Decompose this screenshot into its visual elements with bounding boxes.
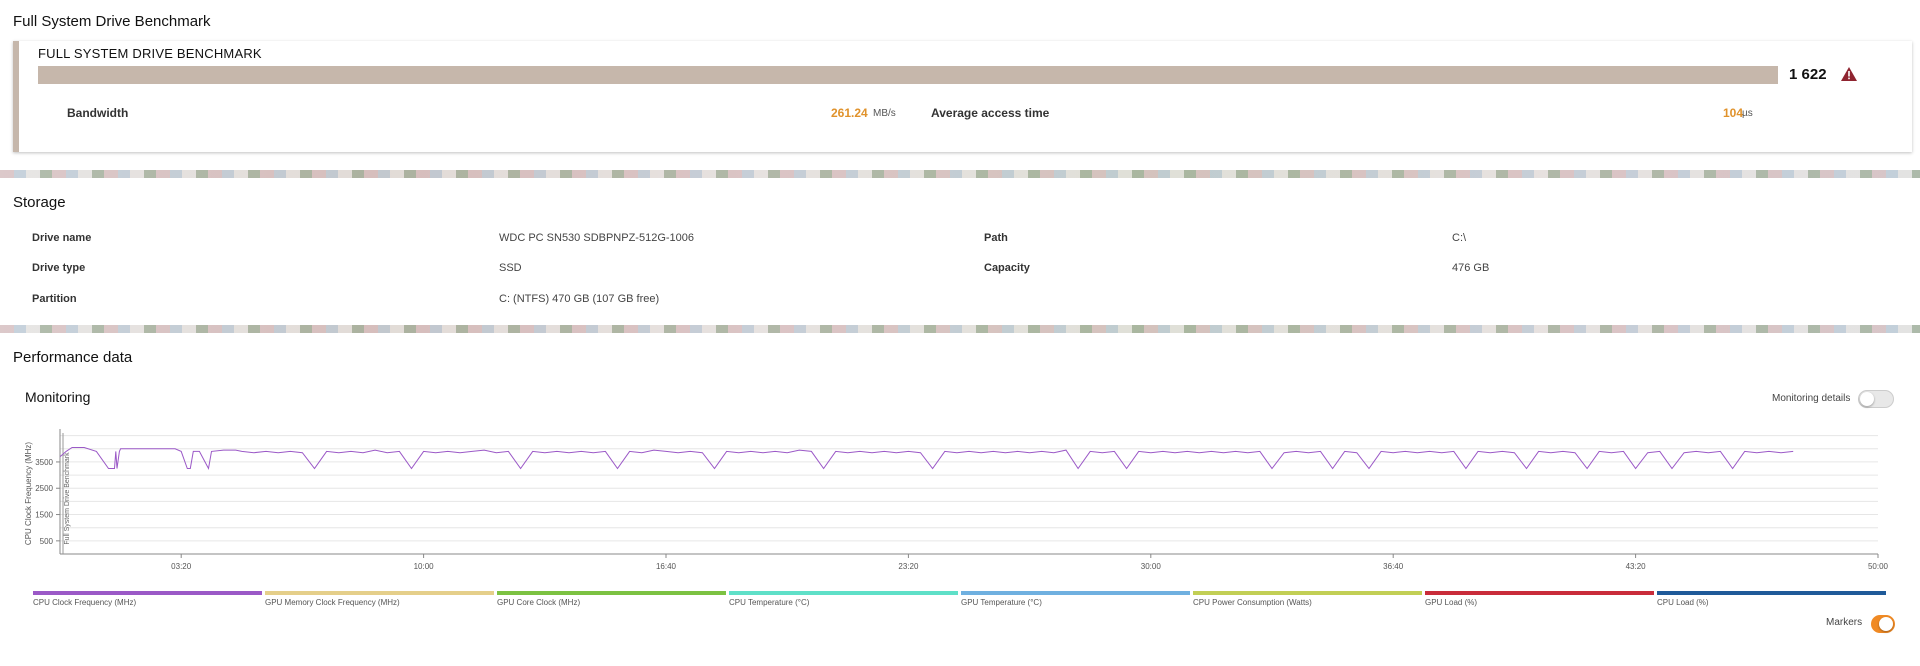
capacity-value: 476 GB xyxy=(1452,262,1490,274)
legend-item[interactable]: CPU Load (%) xyxy=(1657,591,1886,607)
x-tick-label: 23:20 xyxy=(898,562,919,571)
legend-color-bar xyxy=(265,591,494,595)
bandwidth-label: Bandwidth xyxy=(67,106,129,120)
legend-color-bar xyxy=(961,591,1190,595)
markers-label: Markers xyxy=(1826,617,1863,628)
legend-item[interactable]: GPU Load (%) xyxy=(1425,591,1654,607)
legend-label: CPU Power Consumption (Watts) xyxy=(1193,598,1312,607)
legend-label: CPU Load (%) xyxy=(1657,598,1709,607)
drive-name-value: WDC PC SN530 SDBPNPZ-512G-1006 xyxy=(499,232,695,244)
x-tick-label: 16:40 xyxy=(656,562,677,571)
section-title: Full System Drive Benchmark xyxy=(13,13,211,30)
legend-item[interactable]: CPU Clock Frequency (MHz) xyxy=(33,591,262,607)
drive-name-label: Drive name xyxy=(32,232,92,244)
drive-type-value: SSD xyxy=(499,262,522,274)
legend-label: CPU Clock Frequency (MHz) xyxy=(33,598,137,607)
toggle-knob xyxy=(1860,392,1874,406)
x-tick-label: 10:00 xyxy=(414,562,435,571)
bandwidth-unit: MB/s xyxy=(873,108,896,119)
legend-color-bar xyxy=(1193,591,1422,595)
legend-label: GPU Memory Clock Frequency (MHz) xyxy=(265,598,400,607)
path-value: C:\ xyxy=(1452,232,1467,244)
monitoring-details-label: Monitoring details xyxy=(1772,393,1851,404)
benchmark-marker-label: Full System Drive Benchmark xyxy=(64,452,71,545)
legend-label: GPU Core Clock (MHz) xyxy=(497,598,581,607)
path-label: Path xyxy=(984,232,1008,244)
section-title: Performance data xyxy=(13,349,133,366)
warning-triangle-icon[interactable] xyxy=(1841,67,1857,81)
y-axis-label: CPU Clock Frequency (MHz) xyxy=(24,442,33,545)
toggle-knob xyxy=(1879,617,1893,631)
y-tick-label: 500 xyxy=(40,537,54,546)
benchmark-section: Full System Drive Benchmark FULL SYSTEM … xyxy=(0,0,1920,170)
score-bar xyxy=(38,66,1778,84)
legend-item[interactable]: CPU Temperature (°C) xyxy=(729,591,958,607)
legend-color-bar xyxy=(1657,591,1886,595)
series-line-cpu-clock xyxy=(59,447,1794,471)
access-time-label: Average access time xyxy=(931,106,1050,120)
y-tick-label: 2500 xyxy=(35,484,53,493)
benchmark-score: 1 622 xyxy=(1789,66,1827,83)
storage-section: Storage Drive name WDC PC SN530 SDBPNPZ-… xyxy=(0,178,1920,325)
x-tick-label: 36:40 xyxy=(1383,562,1404,571)
x-tick-label: 30:00 xyxy=(1141,562,1162,571)
section-title: Storage xyxy=(13,194,66,211)
legend-item[interactable]: GPU Temperature (°C) xyxy=(961,591,1190,607)
legend-color-bar xyxy=(1425,591,1654,595)
drive-type-label: Drive type xyxy=(32,262,86,274)
y-tick-label: 3500 xyxy=(35,458,53,467)
capacity-label: Capacity xyxy=(984,262,1030,274)
legend-label: GPU Load (%) xyxy=(1425,598,1478,607)
x-tick-label: 43:20 xyxy=(1626,562,1647,571)
benchmark-card: FULL SYSTEM DRIVE BENCHMARK 1 622 Bandwi… xyxy=(13,41,1912,152)
access-time-value: 104 xyxy=(1723,106,1744,120)
monitoring-chart: 500 1500 2500 3500 03:20 10:00 16:40 23:20 30:00… xyxy=(24,429,1889,571)
x-tick-label: 50:00 xyxy=(1868,562,1889,571)
legend-color-bar xyxy=(729,591,958,595)
monitoring-details-toggle[interactable] xyxy=(1858,390,1894,408)
legend-item[interactable]: CPU Power Consumption (Watts) xyxy=(1193,591,1422,607)
partition-value: C: (NTFS) 470 GB (107 GB free) xyxy=(499,293,660,305)
legend-label: GPU Temperature (°C) xyxy=(961,598,1042,607)
legend-label: CPU Temperature (°C) xyxy=(729,598,810,607)
monitoring-title: Monitoring xyxy=(25,389,91,405)
legend-color-bar xyxy=(33,591,262,595)
partition-label: Partition xyxy=(32,293,77,305)
legend-item[interactable]: GPU Core Clock (MHz) xyxy=(497,591,726,607)
benchmark-card-title: FULL SYSTEM DRIVE BENCHMARK xyxy=(38,46,262,61)
y-tick-label: 1500 xyxy=(35,511,53,520)
markers-toggle[interactable] xyxy=(1871,615,1895,633)
background-strip xyxy=(0,325,1920,333)
background-strip xyxy=(0,170,1920,178)
performance-section: Performance data Monitoring Monitoring d… xyxy=(0,333,1920,666)
access-time-unit: µs xyxy=(1742,108,1753,119)
legend-item[interactable]: GPU Memory Clock Frequency (MHz) xyxy=(265,591,494,607)
legend-color-bar xyxy=(497,591,726,595)
bandwidth-value: 261.24 xyxy=(831,106,868,120)
x-tick-label: 03:20 xyxy=(171,562,192,571)
